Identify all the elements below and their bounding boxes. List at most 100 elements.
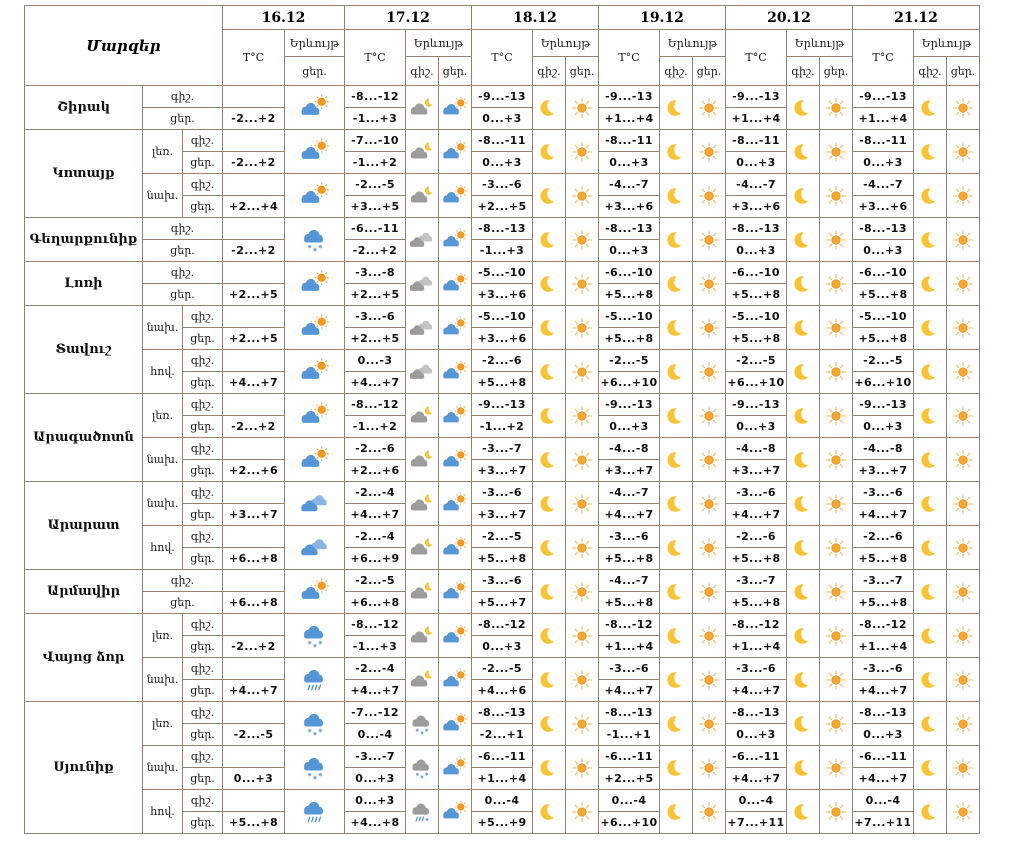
moon-icon (913, 393, 947, 438)
day-subheader: ցեր. (565, 56, 599, 86)
temp-night: -6...-11 (852, 745, 914, 768)
forecast-row-day: ցեր. +3...+7 +4...+7 +3...+7 +4...+7 +4...+7 +… (25, 503, 980, 526)
temp-night: -9...-13 (598, 85, 660, 108)
cloud-moon-gray-icon (405, 437, 439, 482)
sun-cloud-icon (284, 129, 345, 174)
temp-night (222, 129, 285, 152)
temp-day: +5...+9 (471, 811, 533, 834)
temp-night: -6...-11 (598, 745, 660, 768)
temp-day: +1...+4 (852, 635, 914, 658)
sun-cloud-icon (438, 569, 472, 614)
moon-icon (532, 217, 566, 262)
temp-night (222, 657, 285, 680)
moon-icon (532, 701, 566, 746)
temp-night: -8...-12 (344, 85, 406, 108)
sun-icon (819, 701, 853, 746)
temp-day: +5...+8 (852, 547, 914, 570)
moon-icon (532, 393, 566, 438)
forecast-row-day: ցեր. -2...+2 -1...+3 0...+3 +1...+4 +1...+4 +1… (25, 635, 980, 658)
day-label: ցեր. (182, 195, 223, 218)
region-name: Արագածոտն (24, 393, 143, 482)
temp-day: -1...+3 (344, 107, 406, 130)
moon-icon (913, 613, 947, 658)
sun-cloud-icon (284, 437, 345, 482)
forecast-row-night: Վայոց ձոր լեռ. գիշ. -8...-12 -8...-12 -8...-1… (24, 613, 980, 702)
temp-night: -3...-6 (598, 657, 660, 680)
sun-icon (946, 789, 980, 834)
moon-icon (532, 789, 566, 834)
sun-cloud-icon (284, 173, 345, 218)
temp-night (222, 481, 285, 504)
forecast-row-night: նախ. գիշ. -2...-6 -3...-7 -4...-8 -4...-8 -4..… (25, 437, 980, 482)
sun-icon (692, 789, 726, 834)
temp-night: -8...-13 (598, 217, 660, 240)
sun-icon (819, 349, 853, 394)
moon-icon (659, 217, 693, 262)
temp-night: -9...-13 (598, 393, 660, 416)
night-label: գիշ. (182, 349, 223, 372)
sun-cloud-icon (438, 701, 472, 746)
temp-night: -5...-10 (598, 305, 660, 328)
forecast-row-night: Արագածոտն լեռ. գիշ. -8...-12 -9...-13 -9...-1… (24, 393, 980, 482)
temp-night: -9...-13 (725, 85, 787, 108)
moon-icon (786, 305, 820, 350)
temp-column-header: T°C (725, 29, 787, 86)
temp-night (222, 85, 285, 108)
date-header: 17.12 (344, 5, 472, 30)
temp-day: +5...+8 (725, 327, 787, 350)
temp-day: +2...+5 (344, 283, 406, 306)
sun-cloud-icon (438, 173, 472, 218)
temp-night (222, 745, 285, 768)
temp-night: -8...-13 (471, 217, 533, 240)
temp-night (222, 217, 285, 240)
temp-night: -9...-13 (852, 85, 914, 108)
temp-day: 0...+3 (852, 151, 914, 174)
clouds-gray-icon (405, 349, 439, 394)
temp-day: +2...+5 (222, 327, 285, 350)
zone-label: նախ. (142, 745, 183, 790)
sun-icon (565, 85, 599, 130)
temp-day: +4...+7 (852, 767, 914, 790)
sun-icon (692, 173, 726, 218)
night-label: գիշ. (182, 129, 223, 152)
temp-night (222, 349, 285, 372)
moon-icon (786, 437, 820, 482)
temp-day: +5...+8 (471, 547, 533, 570)
temp-day: -1...+2 (344, 415, 406, 438)
temp-day: +3...+6 (852, 195, 914, 218)
temp-night: -4...-8 (852, 437, 914, 460)
sun-icon (819, 525, 853, 570)
temp-night (222, 261, 285, 284)
sun-icon (946, 569, 980, 614)
moon-icon (659, 437, 693, 482)
forecast-row-day: ցեր. -2...+2 -1...+2 -1...+2 0...+3 0...+3 0..… (25, 415, 980, 438)
cloud-snow-blue-icon (284, 701, 345, 746)
cloud-moon-gray-icon (405, 613, 439, 658)
sun-icon (565, 701, 599, 746)
temp-night (222, 173, 285, 196)
moon-icon (913, 437, 947, 482)
moon-icon (659, 789, 693, 834)
moon-icon (532, 745, 566, 790)
temp-day: +4...+7 (725, 767, 787, 790)
sun-icon (946, 701, 980, 746)
moon-icon (786, 85, 820, 130)
temp-night: -4...-7 (598, 173, 660, 196)
forecast-row-night: հով. գիշ. 0...-3 -2...-6 -2...-5 -2...-5 -2...… (25, 349, 980, 394)
night-subheader: գիշ. (786, 56, 820, 86)
moon-icon (913, 349, 947, 394)
temp-day: +1...+4 (725, 107, 787, 130)
temp-night: -6...-10 (725, 261, 787, 284)
sun-cloud-icon (438, 437, 472, 482)
temp-day: -1...+3 (344, 635, 406, 658)
temp-night: -8...-13 (852, 217, 914, 240)
temp-day: +4...+7 (598, 503, 660, 526)
day-label: ցեր. (142, 239, 223, 262)
temp-day: 0...+3 (852, 239, 914, 262)
moon-icon (659, 349, 693, 394)
temp-day: +5...+8 (725, 283, 787, 306)
night-label: գիշ. (182, 481, 223, 504)
night-label: գիշ. (182, 393, 223, 416)
sun-icon (819, 393, 853, 438)
sun-cloud-icon (438, 657, 472, 702)
